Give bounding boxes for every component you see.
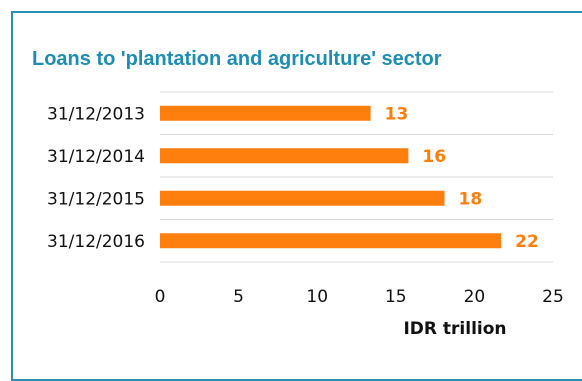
data-labels: 13 16 18 22	[385, 104, 539, 252]
x-tick-label: 10	[306, 287, 328, 307]
category-label: 31/12/2013	[47, 104, 145, 124]
x-tick-labels: 0 5 10 15 20 25	[155, 287, 564, 307]
x-tick-label: 20	[464, 287, 486, 307]
chart-title: Loans to 'plantation and agriculture' se…	[32, 48, 442, 70]
data-label: 22	[515, 232, 539, 252]
bar	[160, 105, 371, 121]
category-label: 31/12/2015	[47, 189, 145, 209]
x-axis-label: IDR trillion	[403, 319, 506, 339]
gridlines	[160, 91, 553, 263]
bar	[160, 190, 445, 206]
x-tick-label: 25	[542, 287, 564, 307]
bars	[160, 105, 502, 249]
data-label: 16	[422, 147, 446, 167]
category-label: 31/12/2014	[47, 147, 145, 167]
bar-chart: 31/12/2013 31/12/2014 31/12/2015 31/12/2016…	[47, 91, 564, 339]
x-tick-label: 15	[385, 287, 407, 307]
x-tick-label: 5	[233, 287, 244, 307]
category-label: 31/12/2016	[47, 232, 145, 252]
data-label: 13	[385, 104, 409, 124]
bar	[160, 148, 409, 164]
bar	[160, 233, 502, 249]
data-label: 18	[459, 189, 483, 209]
x-tick-label: 0	[155, 287, 166, 307]
category-labels: 31/12/2013 31/12/2014 31/12/2015 31/12/2016	[47, 104, 145, 252]
